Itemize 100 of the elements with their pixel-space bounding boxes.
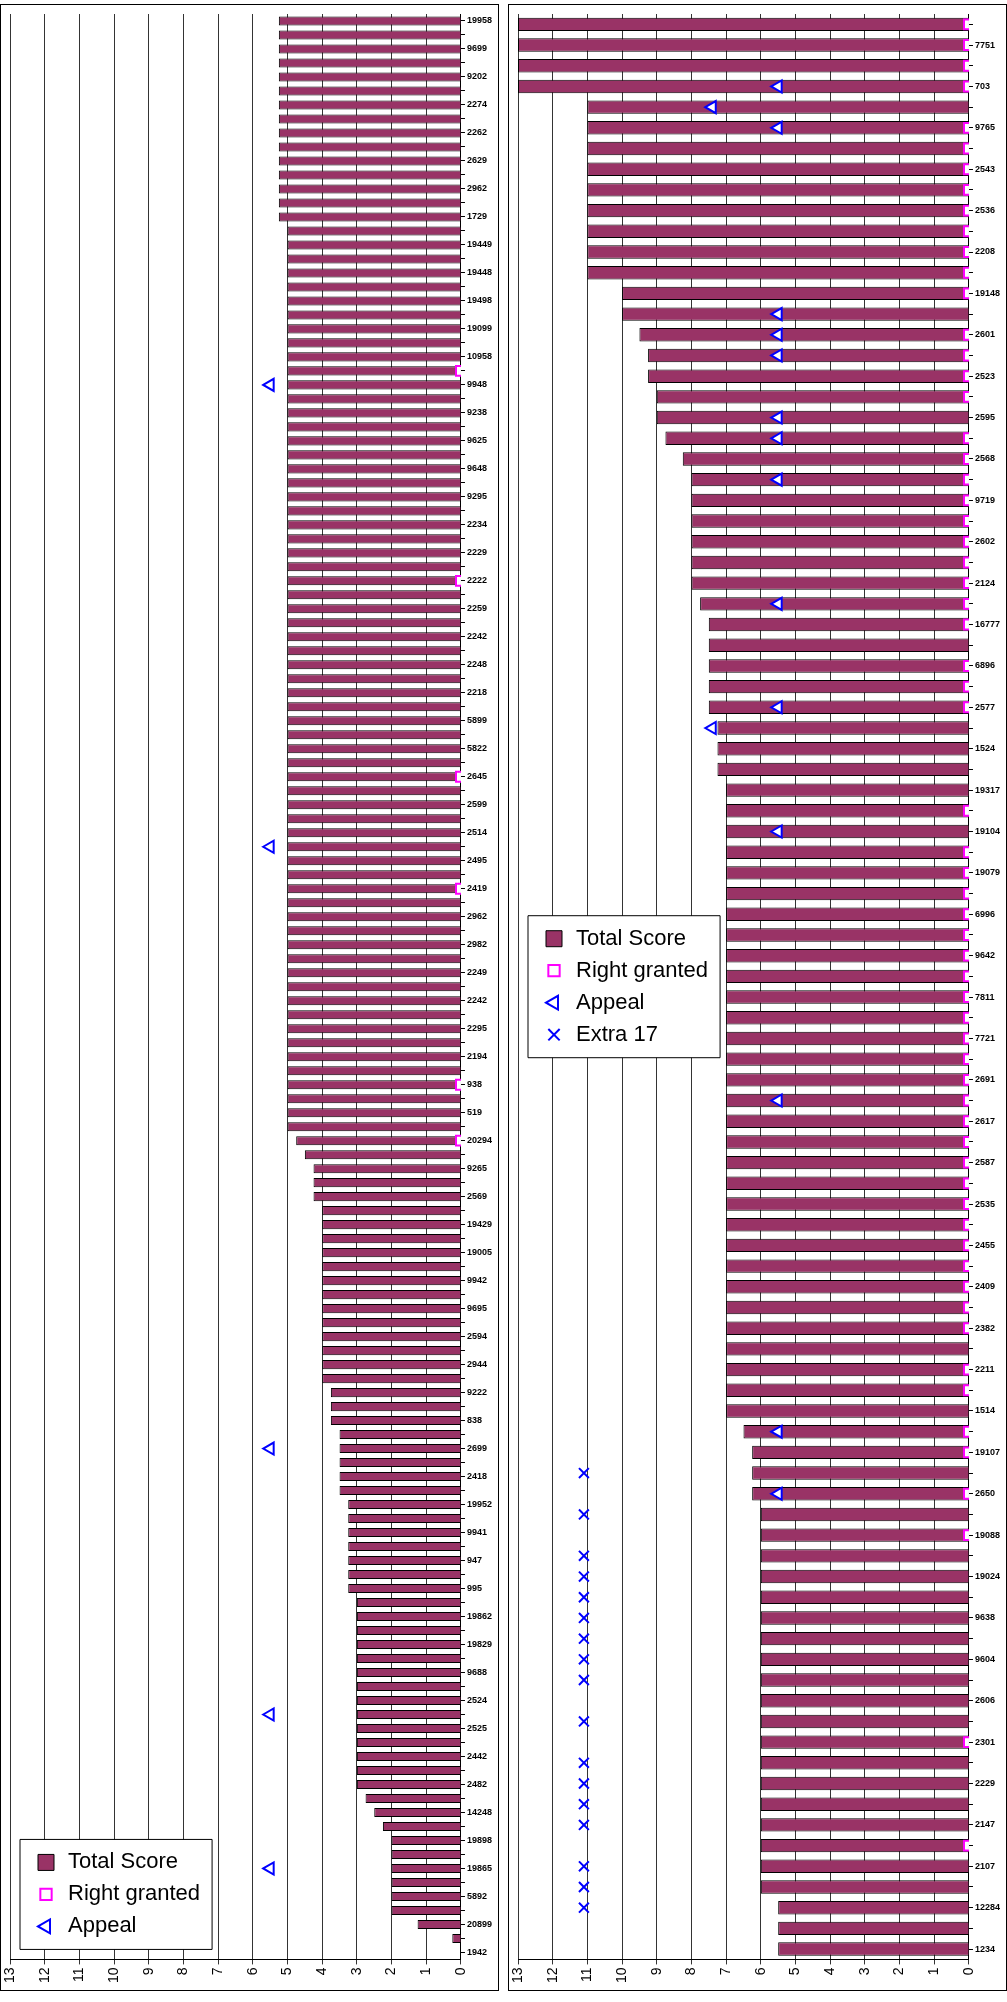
y-tick-label: 19024 bbox=[974, 1571, 1000, 1582]
legend-label: Total Score bbox=[68, 1848, 179, 1874]
y-tick-label: 2495 bbox=[466, 855, 487, 866]
y-tick-label: 2650 bbox=[974, 1488, 995, 1499]
y-tick-label: 9625 bbox=[466, 435, 487, 446]
y-tick-label: 9948 bbox=[466, 379, 487, 390]
x-tick-label: 0 bbox=[959, 1967, 976, 1976]
y-tick-label: 9642 bbox=[974, 950, 995, 961]
y-tick-label: 9699 bbox=[466, 43, 487, 54]
y-tick-label: 2568 bbox=[974, 453, 995, 464]
y-tick-label: 519 bbox=[466, 1107, 482, 1118]
y-tick-label: 19429 bbox=[466, 1219, 492, 1230]
x-tick-label: 6 bbox=[243, 1967, 260, 1976]
y-tick-label: 2543 bbox=[974, 163, 995, 174]
y-tick-label: 947 bbox=[466, 1555, 482, 1566]
y-tick-label: 2242 bbox=[466, 995, 487, 1006]
y-tick-label: 2523 bbox=[974, 370, 995, 381]
y-tick-label: 2455 bbox=[974, 1239, 995, 1250]
y-tick-label: 2107 bbox=[974, 1860, 995, 1871]
y-tick-label: 938 bbox=[466, 1079, 482, 1090]
y-tick-label: 2629 bbox=[466, 155, 487, 166]
y-tick-label: 1524 bbox=[974, 743, 995, 754]
legend-label: Right granted bbox=[68, 1880, 201, 1906]
y-tick-label: 1942 bbox=[466, 1946, 487, 1957]
y-tick-label: 9202 bbox=[466, 71, 487, 82]
y-tick-label: 2194 bbox=[466, 1051, 487, 1062]
x-tick-label: 12 bbox=[543, 1967, 560, 1984]
y-tick-label: 2208 bbox=[974, 246, 995, 257]
x-tick-label: 8 bbox=[682, 1967, 699, 1976]
y-tick-label: 2211 bbox=[974, 1364, 995, 1375]
y-tick-label: 1514 bbox=[974, 1405, 995, 1416]
y-tick-label: 19317 bbox=[974, 784, 1000, 795]
y-tick-label: 2409 bbox=[974, 1281, 995, 1292]
y-tick-label: 19865 bbox=[466, 1862, 492, 1873]
y-tick-label: 6996 bbox=[974, 908, 995, 919]
y-tick-label: 2617 bbox=[974, 1115, 995, 1126]
y-tick-label: 1729 bbox=[466, 211, 487, 222]
y-tick-label: 2691 bbox=[974, 1074, 995, 1085]
y-tick-label: 2222 bbox=[466, 575, 487, 586]
x-tick-label: 1 bbox=[417, 1967, 434, 1976]
y-tick-label: 9638 bbox=[974, 1612, 995, 1623]
y-tick-label: 19005 bbox=[466, 1247, 492, 1258]
legend-label: Right granted bbox=[576, 956, 709, 982]
x-tick-label: 8 bbox=[174, 1967, 191, 1976]
y-tick-label: 2587 bbox=[974, 1157, 995, 1168]
y-tick-label: 16777 bbox=[974, 619, 1000, 630]
y-tick-label: 5822 bbox=[466, 743, 487, 754]
x-tick-label: 6 bbox=[751, 1967, 768, 1976]
y-tick-label: 2418 bbox=[466, 1471, 487, 1482]
y-tick-label: 7751 bbox=[974, 39, 995, 50]
x-tick-label: 3 bbox=[855, 1967, 872, 1976]
x-tick-label: 3 bbox=[347, 1967, 364, 1976]
y-tick-label: 995 bbox=[466, 1583, 482, 1594]
legend-label: Extra 17 bbox=[576, 1020, 658, 1046]
y-tick-label: 19498 bbox=[466, 295, 492, 306]
y-tick-label: 2218 bbox=[466, 687, 487, 698]
y-tick-label: 2982 bbox=[466, 939, 487, 950]
y-tick-label: 2242 bbox=[466, 631, 487, 642]
y-tick-label: 2234 bbox=[466, 519, 487, 530]
y-tick-label: 19107 bbox=[974, 1446, 1000, 1457]
y-tick-label: 2259 bbox=[466, 603, 487, 614]
x-tick-label: 13 bbox=[0, 1967, 17, 1984]
y-tick-label: 9604 bbox=[974, 1653, 995, 1664]
y-tick-label: 12284 bbox=[974, 1902, 1000, 1913]
y-tick-label: 19448 bbox=[466, 267, 492, 278]
x-tick-label: 0 bbox=[451, 1967, 468, 1976]
y-tick-label: 2594 bbox=[466, 1331, 487, 1342]
y-tick-label: 9695 bbox=[466, 1303, 487, 1314]
y-tick-label: 2248 bbox=[466, 659, 487, 670]
x-tick-label: 2 bbox=[890, 1967, 907, 1976]
y-tick-label: 9942 bbox=[466, 1275, 487, 1286]
x-tick-label: 9 bbox=[139, 1967, 156, 1976]
y-tick-label: 2601 bbox=[974, 329, 995, 340]
x-tick-label: 11 bbox=[578, 1967, 595, 1982]
y-tick-label: 2382 bbox=[974, 1322, 995, 1333]
y-tick-label: 2262 bbox=[466, 127, 487, 138]
y-tick-label: 20294 bbox=[466, 1135, 492, 1146]
x-tick-label: 7 bbox=[209, 1967, 225, 1976]
y-tick-label: 838 bbox=[466, 1415, 482, 1426]
x-tick-label: 9 bbox=[647, 1967, 664, 1976]
x-tick-label: 1 bbox=[925, 1967, 942, 1976]
y-tick-label: 9238 bbox=[466, 407, 487, 418]
y-tick-label: 9222 bbox=[466, 1387, 487, 1398]
y-tick-label: 9765 bbox=[974, 122, 995, 133]
y-tick-label: 19952 bbox=[466, 1499, 492, 1510]
y-tick-label: 2229 bbox=[974, 1778, 995, 1788]
y-tick-label: 7811 bbox=[974, 991, 995, 1002]
y-tick-label: 1234 bbox=[974, 1943, 995, 1954]
y-tick-label: 10958 bbox=[466, 351, 492, 362]
y-tick-label: 9265 bbox=[466, 1163, 487, 1174]
y-tick-label: 2147 bbox=[974, 1819, 995, 1830]
y-tick-label: 19079 bbox=[974, 867, 1000, 878]
y-tick-label: 19862 bbox=[466, 1611, 492, 1622]
legend-label: Appeal bbox=[576, 988, 645, 1014]
y-tick-label: 9648 bbox=[466, 463, 487, 474]
y-tick-label: 2419 bbox=[466, 883, 487, 894]
x-tick-label: 5 bbox=[278, 1967, 295, 1976]
y-tick-label: 9688 bbox=[466, 1667, 487, 1677]
y-tick-label: 6896 bbox=[974, 660, 995, 671]
y-tick-label: 2301 bbox=[974, 1736, 995, 1747]
